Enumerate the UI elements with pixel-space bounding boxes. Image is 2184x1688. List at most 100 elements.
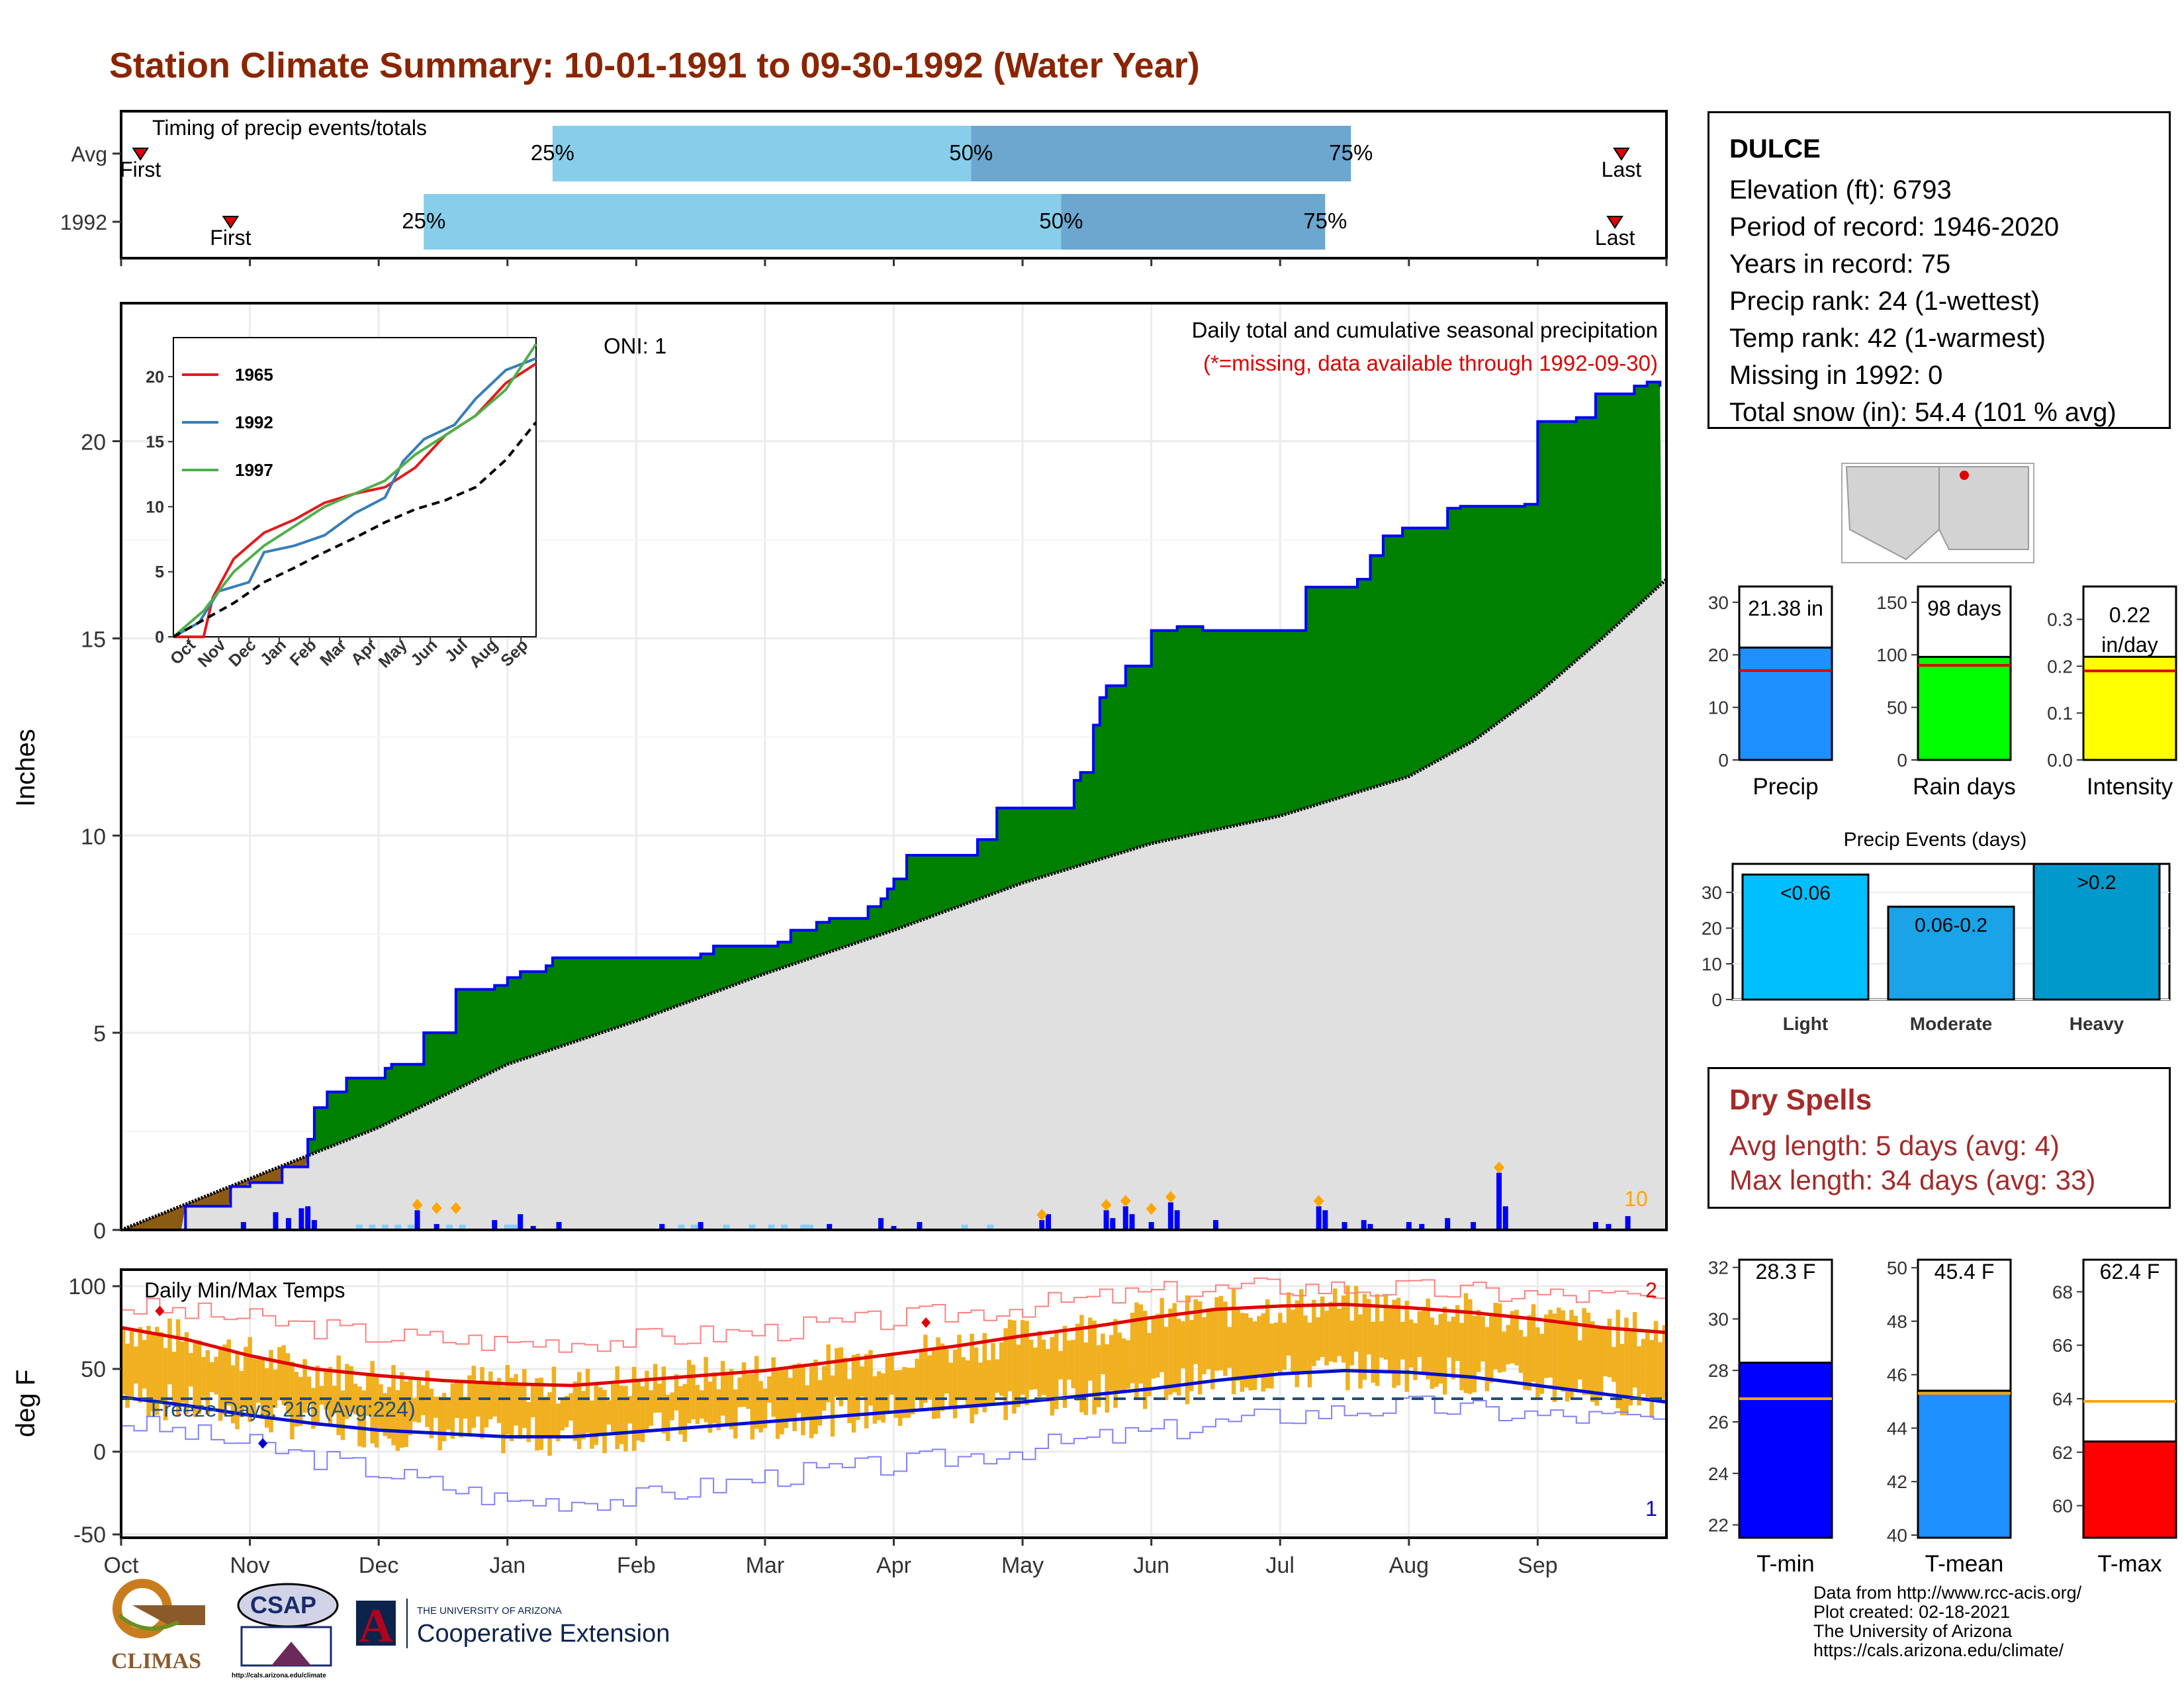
climas-wordmark: CLIMAS — [111, 1649, 201, 1673]
timing-bar-25-50 — [552, 126, 972, 181]
events-y-tick-label: 20 — [1702, 918, 1722, 939]
daily-temp-bar — [712, 1372, 717, 1424]
daily-precip-bar — [1322, 1210, 1328, 1230]
daily-precip-bar — [1129, 1214, 1135, 1230]
daily-temp-bar — [319, 1385, 324, 1405]
heavy-event-marker — [1120, 1195, 1131, 1207]
daily-temp-bar — [209, 1362, 214, 1393]
daily-temp-bar — [911, 1368, 915, 1415]
daily-temp-bar — [379, 1384, 383, 1431]
daily-temp-bar — [1163, 1327, 1169, 1401]
daily-temp-bar — [1523, 1336, 1527, 1390]
daily-temp-bar — [496, 1378, 502, 1423]
snow-marker — [987, 1225, 994, 1230]
temp-bar-y-tick-label: 62 — [2052, 1442, 2073, 1463]
daily-temp-bar — [919, 1352, 924, 1410]
daily-temp-bar — [1447, 1321, 1451, 1358]
station-info-box: DULCE Elevation (ft): 6793 Period of rec… — [1707, 111, 2171, 429]
daily-temp-bar — [467, 1375, 472, 1435]
daily-temp-bar — [446, 1399, 451, 1430]
daily-temp-bar — [1054, 1331, 1059, 1409]
daily-temp-bar — [1016, 1344, 1021, 1407]
daily-temp-bar — [429, 1388, 434, 1438]
daily-precip-bar — [298, 1208, 304, 1230]
daily-temp-bar — [1240, 1313, 1245, 1392]
snow-marker — [381, 1225, 388, 1230]
daily-temp-bar — [649, 1390, 653, 1426]
temp-bar-y-tick-label: 44 — [1887, 1418, 1907, 1438]
daily-temp-bar — [974, 1347, 979, 1415]
daily-temp-bar — [395, 1390, 400, 1451]
daily-temp-bar — [1248, 1317, 1253, 1391]
daily-precip-bar — [1212, 1220, 1218, 1230]
daily-temp-bar — [780, 1370, 784, 1434]
daily-temp-bar — [1138, 1304, 1144, 1384]
daily-temp-bar — [1400, 1321, 1405, 1360]
daily-temp-bar — [982, 1333, 987, 1413]
temp-value-label: 28.3 F — [1756, 1260, 1816, 1284]
daily-temp-bar — [902, 1367, 907, 1419]
daily-temp-bar — [294, 1372, 299, 1427]
temp-bar-y-tick-label: 28 — [1708, 1360, 1729, 1381]
daily-temp-bar — [1649, 1340, 1654, 1418]
daily-precip-bar — [917, 1222, 923, 1230]
daily-temp-bar — [260, 1360, 265, 1419]
daily-temp-bar — [1227, 1327, 1232, 1368]
avg-min-temp-line — [120, 1368, 1667, 1438]
daily-temp-bar — [1484, 1327, 1490, 1391]
temp-bar-y-tick-label: 24 — [1708, 1464, 1729, 1484]
temp-value-label: 45.4 F — [1934, 1260, 1995, 1284]
daily-temp-bar — [754, 1356, 759, 1429]
freeze-days-label: Freeze Days: 216 (Avg:224) — [151, 1397, 416, 1421]
daily-temp-bar — [1476, 1309, 1481, 1372]
daily-temp-bar — [1126, 1340, 1130, 1389]
daily-precip-bar — [659, 1224, 665, 1230]
heavy-event-marker — [1313, 1195, 1324, 1207]
month-tick-label: Jan — [489, 1553, 525, 1578]
heavy-event-marker — [450, 1201, 461, 1214]
daily-precip-bar — [1606, 1224, 1612, 1230]
daily-temp-bar — [674, 1374, 679, 1411]
daily-temp-bar — [1071, 1340, 1075, 1389]
daily-temp-bar — [1582, 1308, 1586, 1395]
daily-temp-bar — [1332, 1288, 1338, 1363]
daily-temp-bar — [1160, 1297, 1164, 1372]
temp-bar-y-tick-label: 30 — [1708, 1309, 1729, 1329]
daily-temp-bar — [991, 1342, 995, 1403]
daily-temp-bar — [665, 1394, 670, 1441]
daily-temp-bar — [302, 1359, 307, 1413]
daily-temp-bar — [129, 1331, 134, 1398]
daily-temp-bar — [273, 1369, 278, 1408]
daily-temp-bar — [1463, 1293, 1469, 1393]
oni-label: ONI: 1 — [604, 334, 666, 358]
daily-temp-bar — [636, 1379, 641, 1441]
daily-precip-bar — [1167, 1202, 1173, 1230]
daily-temp-bar — [1607, 1319, 1612, 1378]
daily-temp-bar — [163, 1348, 168, 1421]
daily-temp-bar — [1142, 1311, 1148, 1409]
daily-temp-bar — [1552, 1313, 1557, 1402]
daily-temp-bar — [560, 1397, 565, 1431]
daily-temp-bar — [645, 1370, 649, 1432]
daily-temp-bar — [1189, 1320, 1194, 1391]
daily-temp-bar — [518, 1383, 523, 1439]
daily-temp-bar — [416, 1380, 422, 1423]
precip-y-tick-label: 15 — [81, 627, 106, 652]
daily-temp-bar — [1569, 1309, 1574, 1398]
daily-temp-bar — [1079, 1315, 1084, 1413]
snow-marker — [504, 1225, 511, 1230]
temp-bar-y-tick-label: 60 — [2052, 1496, 2073, 1517]
daily-temp-bar — [885, 1355, 890, 1412]
first-event-marker — [132, 148, 150, 161]
temp-category-label: T-max — [2097, 1551, 2162, 1577]
daily-temp-bar — [627, 1395, 633, 1424]
daily-temp-bar — [1075, 1323, 1080, 1401]
daily-temp-bar — [835, 1348, 839, 1397]
inset-legend-label: 1997 — [235, 460, 273, 480]
daily-temp-bar — [1590, 1321, 1595, 1402]
daily-temp-bar — [551, 1366, 557, 1436]
daily-temp-bar — [1518, 1329, 1524, 1374]
daily-temp-bar — [492, 1381, 497, 1417]
temp-bar-y-tick-label: 26 — [1708, 1412, 1729, 1432]
record-event-marker — [921, 1317, 931, 1328]
